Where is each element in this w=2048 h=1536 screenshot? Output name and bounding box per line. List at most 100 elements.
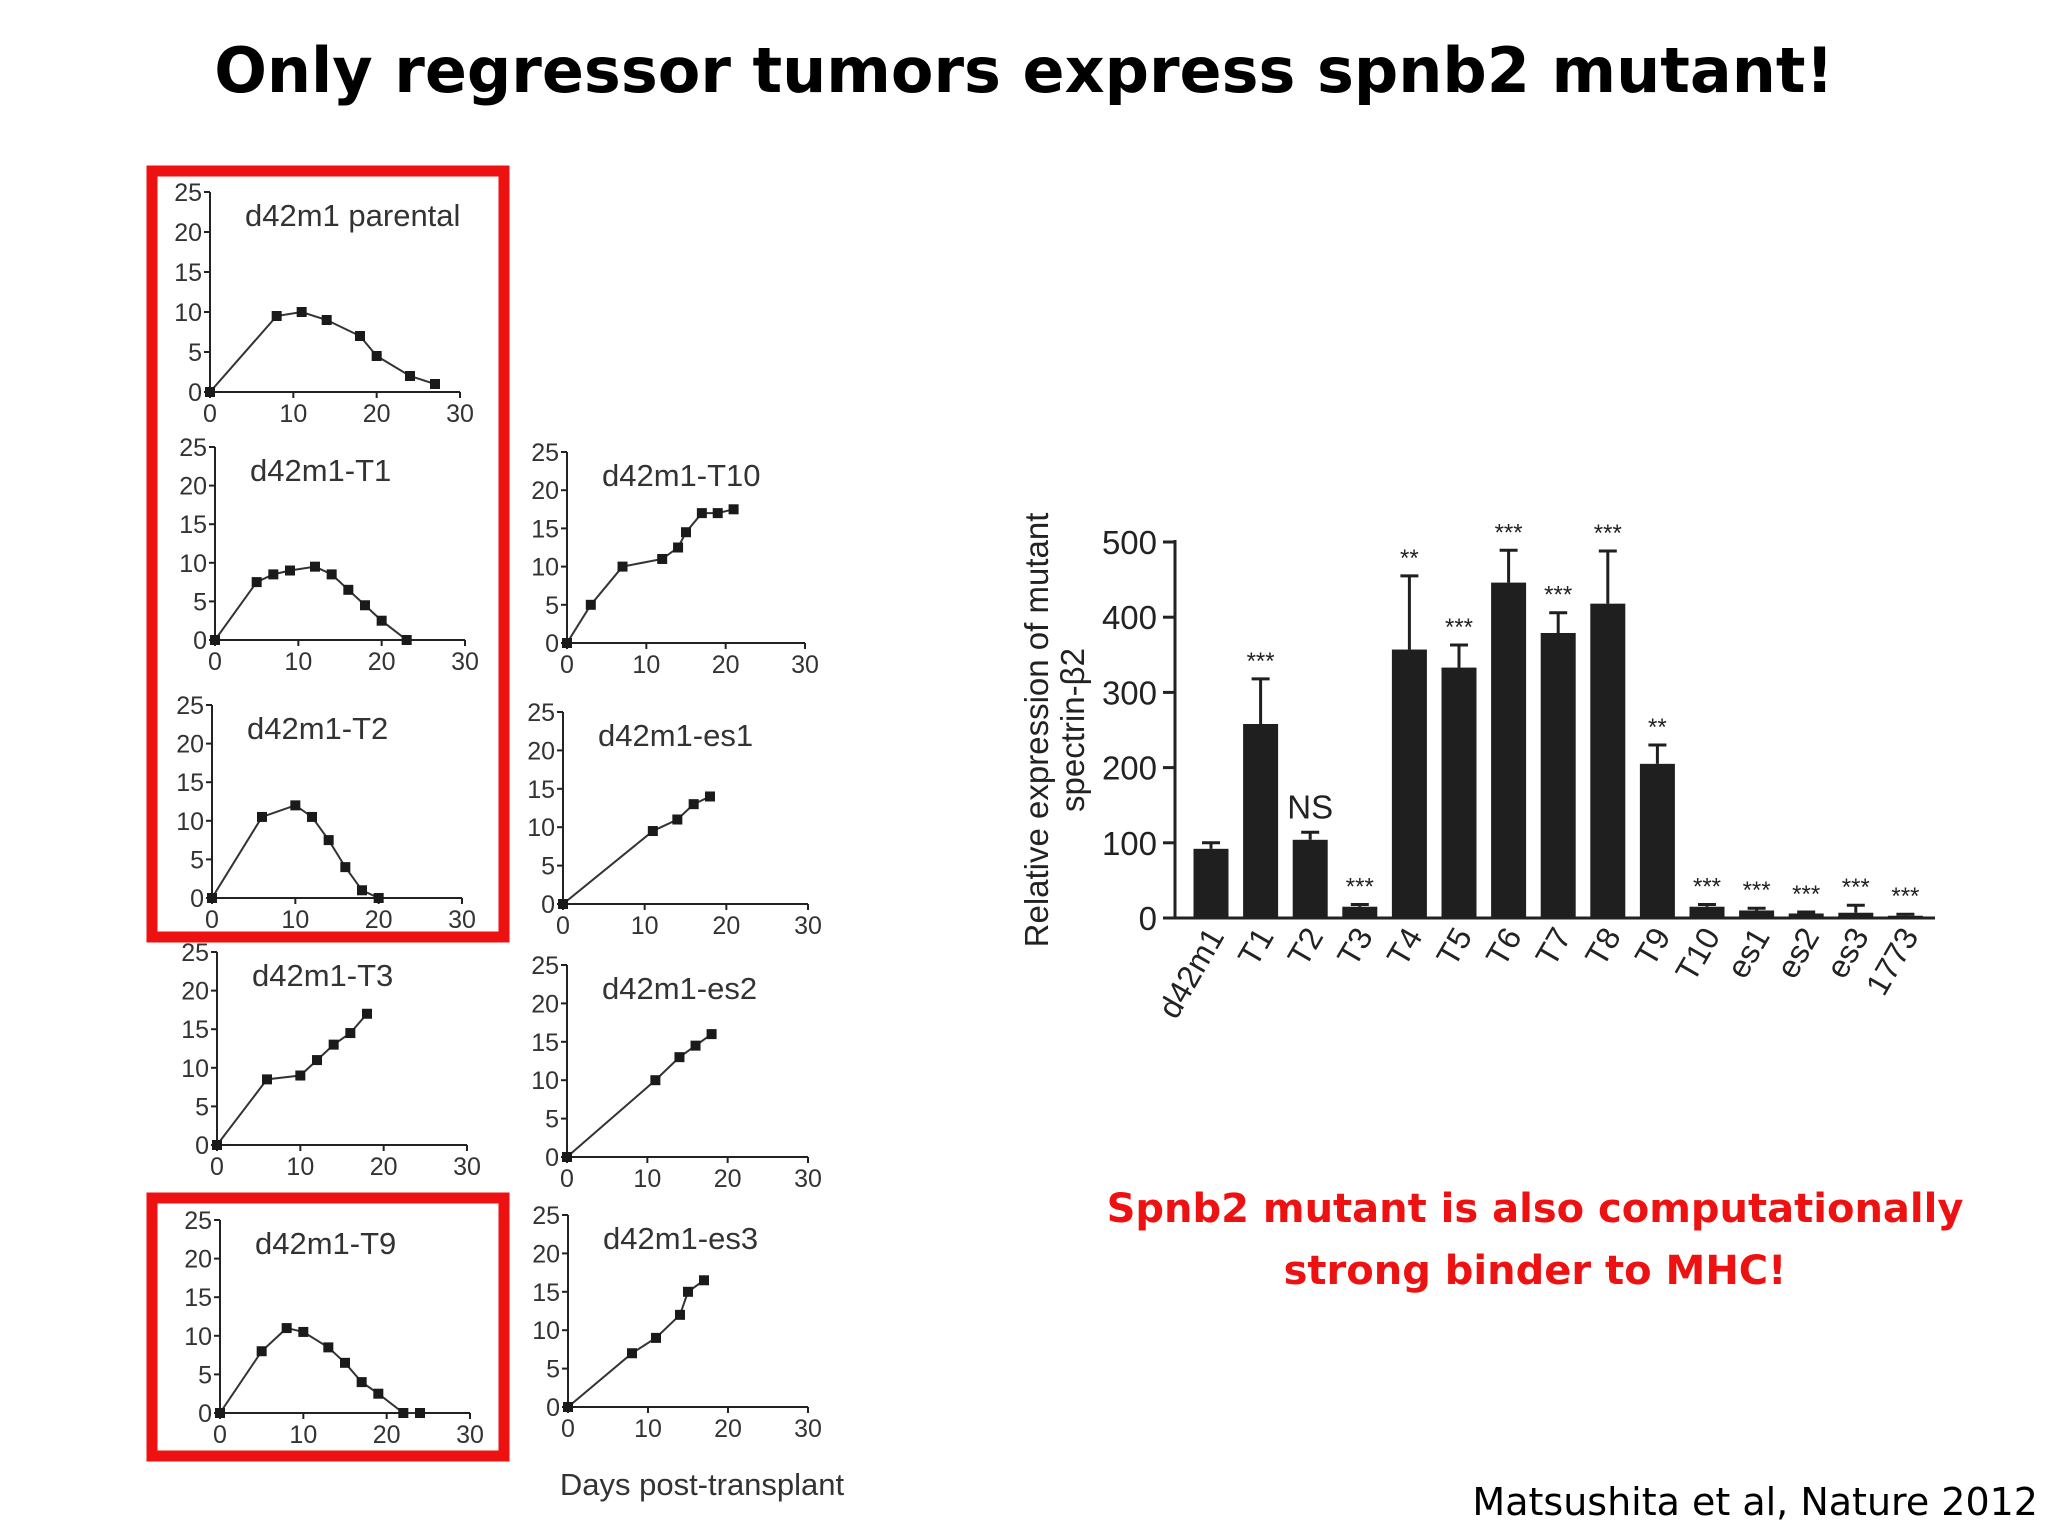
y-tick-label: 15 <box>174 259 202 287</box>
line-chart-title: d42m1-es1 <box>598 718 753 753</box>
x-tick-label: 30 <box>451 648 479 676</box>
data-point <box>373 1388 384 1399</box>
y-tick-label: 15 <box>179 511 207 539</box>
data-point <box>706 1029 717 1040</box>
y-tick-label: 25 <box>176 692 204 720</box>
x-tick-label: 0 <box>560 651 574 679</box>
significance-label: *** <box>1445 614 1473 641</box>
data-point <box>362 1008 372 1019</box>
y-tick-label: 20 <box>184 1246 212 1274</box>
x-tick-label: 20 <box>712 651 740 679</box>
data-point <box>688 799 699 810</box>
series-line <box>211 804 380 899</box>
x-tick-label: 20 <box>363 400 391 428</box>
data-point <box>373 893 384 903</box>
x-tick-label: 10 <box>284 648 312 676</box>
data-point <box>398 1408 409 1418</box>
bar-y-tick-label: 400 <box>1102 599 1157 636</box>
bar-T5 <box>1441 667 1477 918</box>
y-tick-label: 20 <box>531 477 559 505</box>
data-point <box>699 1275 709 1286</box>
x-tick-label: 0 <box>205 906 219 934</box>
data-point <box>651 1332 661 1343</box>
y-tick-label: 5 <box>193 588 207 616</box>
x-tick-label: 20 <box>714 1415 742 1443</box>
data-point <box>675 1309 685 1320</box>
data-point <box>728 504 739 515</box>
bar-es2 <box>1788 913 1824 918</box>
y-tick-label: 0 <box>546 1394 560 1422</box>
data-point <box>650 1075 661 1086</box>
x-tick-label: 10 <box>286 1153 314 1181</box>
bar-T4 <box>1391 649 1427 918</box>
line-chart-title: d42m1-T3 <box>252 958 393 993</box>
data-point <box>257 811 267 822</box>
line-chart-7: 0 5 10 15 20 25 0 10 20 30 d42m1-es1 <box>527 699 822 940</box>
y-tick-label: 25 <box>174 179 202 207</box>
y-tick-label: 20 <box>532 1240 560 1268</box>
data-point <box>430 379 440 389</box>
data-point <box>312 1055 322 1066</box>
line-chart-1: 0 5 10 15 20 25 0 10 20 30 d42m1 parental <box>174 179 474 428</box>
data-point <box>210 635 220 645</box>
x-tick-label: 10 <box>634 1415 662 1443</box>
data-point <box>285 565 295 576</box>
series-line <box>562 795 711 905</box>
y-tick-label: 10 <box>184 1323 212 1351</box>
data-point <box>681 527 691 538</box>
data-point <box>271 311 282 321</box>
data-point <box>343 584 354 595</box>
bar-y-tick-label: 0 <box>1139 900 1157 937</box>
y-tick-label: 10 <box>532 1317 560 1345</box>
bar-category-label: T3 <box>1330 922 1380 972</box>
y-tick-label: 5 <box>545 592 559 620</box>
y-tick-label: 5 <box>195 1093 209 1121</box>
x-tick-label: 30 <box>794 1165 822 1193</box>
y-tick-label: 20 <box>531 990 559 1018</box>
y-tick-label: 15 <box>532 1279 560 1307</box>
data-point <box>401 635 412 645</box>
data-point <box>207 893 217 903</box>
bar-y-tick-label: 200 <box>1102 750 1157 787</box>
data-point <box>690 1040 701 1051</box>
line-chart-3: 0 5 10 15 20 25 0 10 20 30 d42m1-T2 <box>176 692 476 934</box>
significance-label: *** <box>1842 874 1870 901</box>
data-point <box>562 1152 572 1162</box>
data-point <box>657 553 668 564</box>
bar-y-tick-label: 500 <box>1102 524 1157 561</box>
y-tick-label: 5 <box>198 1361 212 1389</box>
x-tick-label: 0 <box>561 1415 575 1443</box>
data-point <box>340 1357 350 1368</box>
y-tick-label: 10 <box>531 554 559 582</box>
data-point <box>212 1140 222 1150</box>
y-tick-label: 20 <box>181 978 209 1006</box>
data-point <box>672 814 683 825</box>
bar-category-label: T8 <box>1578 922 1628 972</box>
y-tick-label: 10 <box>181 1055 209 1083</box>
y-tick-label: 25 <box>179 434 207 462</box>
data-point <box>326 569 337 580</box>
bar-y-axis-label-line-1: Relative expression of mutant <box>1018 513 1055 948</box>
bar-category-label: T7 <box>1528 922 1578 972</box>
y-tick-label: 0 <box>193 627 207 655</box>
data-point <box>321 315 332 325</box>
bar-T6 <box>1491 582 1527 918</box>
x-tick-label: 20 <box>370 1153 398 1181</box>
data-point <box>281 1323 292 1334</box>
significance-label: ** <box>1648 714 1667 741</box>
x-tick-label: 10 <box>281 906 309 934</box>
line-chart-title: d42m1-T2 <box>247 711 388 746</box>
x-tick-label: 20 <box>712 912 740 940</box>
line-chart-2: 0 5 10 15 20 25 0 10 20 30 d42m1-T1 <box>179 434 479 676</box>
data-point <box>296 307 307 317</box>
line-chart-title: d42m1-T10 <box>602 458 761 493</box>
y-tick-label: 10 <box>531 1067 559 1095</box>
bar-T7 <box>1540 632 1576 918</box>
y-tick-label: 15 <box>527 776 555 804</box>
bar-y-tick-label: 300 <box>1102 674 1157 711</box>
y-tick-label: 5 <box>541 853 555 881</box>
data-point <box>405 371 415 381</box>
data-point <box>355 331 365 341</box>
data-point <box>617 561 628 572</box>
bar-category-label: T1 <box>1231 922 1281 972</box>
